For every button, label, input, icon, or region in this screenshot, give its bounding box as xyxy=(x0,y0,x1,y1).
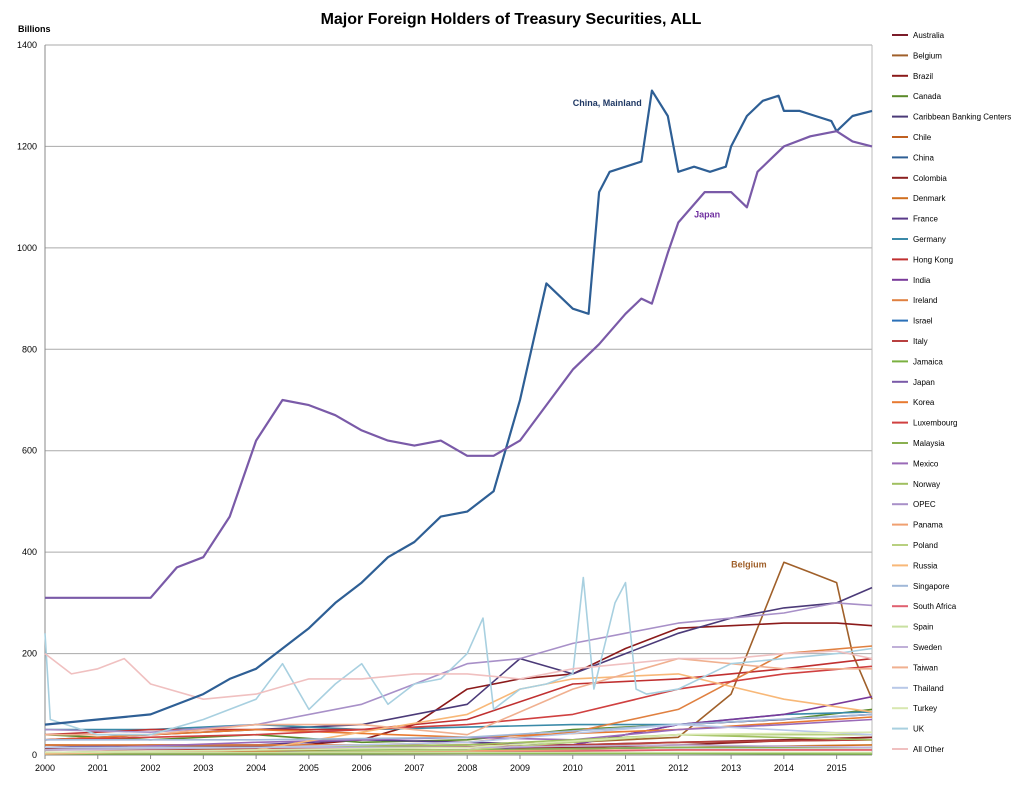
legend-item-label: India xyxy=(913,276,931,285)
series-line-jamaica xyxy=(45,752,873,755)
legend-item-label: Poland xyxy=(913,541,938,550)
y-tick-label: 1000 xyxy=(17,243,37,253)
legend-item-label: Singapore xyxy=(913,582,950,591)
series-line-turkey xyxy=(44,731,873,754)
legend-item-label: Ireland xyxy=(913,296,937,305)
y-tick-label: 200 xyxy=(22,649,37,659)
legend-item-label: Luxembourg xyxy=(913,419,957,428)
legend-item-label: Sweden xyxy=(913,643,942,652)
y-tick-label: 800 xyxy=(22,344,37,354)
legend-item-label: Mexico xyxy=(913,459,939,468)
y-tick-label: 1400 xyxy=(17,40,37,50)
y-axis-label: Billions xyxy=(18,24,51,34)
chart-title: Major Foreign Holders of Treasury Securi… xyxy=(321,11,702,28)
legend-item-label: Japan xyxy=(913,378,935,387)
series-layer xyxy=(44,89,873,755)
legend-item-label: Italy xyxy=(913,337,928,346)
grid-layer xyxy=(45,44,872,756)
x-tick-label: 2008 xyxy=(457,763,477,773)
series-line-thailand xyxy=(45,723,873,749)
y-tick-label: 400 xyxy=(22,547,37,557)
x-tick-label: 2007 xyxy=(404,763,424,773)
x-tick-label: 2013 xyxy=(721,763,741,773)
legend-item-label: France xyxy=(913,215,938,224)
series-line-hong-kong xyxy=(44,657,873,736)
y-tick-label: 600 xyxy=(22,446,37,456)
legend-item-label: Spain xyxy=(913,623,933,632)
legend-item-label: Turkey xyxy=(913,704,937,713)
legend-item-label: Belgium xyxy=(913,51,942,60)
series-line-luxembourg xyxy=(44,665,873,741)
x-tick-label: 2014 xyxy=(774,763,794,773)
legend-item-label: Russia xyxy=(913,561,938,570)
legend-item-label: Denmark xyxy=(913,194,946,203)
legend-item-label: Korea xyxy=(913,398,935,407)
annotation-label: Japan xyxy=(694,209,720,219)
y-tick-label: 1200 xyxy=(17,141,37,151)
legend-item-label: Canada xyxy=(913,92,942,101)
x-tick-label: 2000 xyxy=(35,763,55,773)
legend-item-label: OPEC xyxy=(913,500,936,509)
series-line-caribbean-banking-centers xyxy=(44,586,873,741)
legend-item-label: Jamaica xyxy=(913,357,943,366)
series-line-all-other xyxy=(44,650,873,701)
legend-item-label: UK xyxy=(913,725,925,734)
legend-item-label: Germany xyxy=(913,235,946,244)
series-line-singapore xyxy=(45,713,873,741)
annotation-label: Belgium xyxy=(731,559,767,569)
legend-item-label: Norway xyxy=(913,480,940,489)
x-tick-label: 2012 xyxy=(668,763,688,773)
annotation-layer: China, Mainland Japan Belgium xyxy=(573,98,767,569)
legend-item-label: Brazil xyxy=(913,72,933,81)
legend-item-label: South Africa xyxy=(913,602,957,611)
legend-item-label: Malaysia xyxy=(913,439,945,448)
legend-item-label: Hong Kong xyxy=(913,255,953,264)
series-line-taiwan xyxy=(45,657,872,736)
x-tick-label: 2009 xyxy=(510,763,530,773)
series-line-japan xyxy=(45,130,873,599)
x-tick-label: 2011 xyxy=(616,763,635,773)
series-line-opec xyxy=(44,602,873,734)
x-tick-label: 2015 xyxy=(827,763,847,773)
x-tick-label: 2003 xyxy=(193,763,213,773)
x-tick-label: 2006 xyxy=(352,763,372,773)
x-tick-label: 2004 xyxy=(246,763,266,773)
legend-item-label: Caribbean Banking Centers xyxy=(913,113,1011,122)
legend-item-label: Thailand xyxy=(913,684,944,693)
y-tick-label: 0 xyxy=(32,750,37,760)
legend-item-label: Colombia xyxy=(913,174,947,183)
annotation-label: China, Mainland xyxy=(573,98,642,108)
axis-layer: 0 200 400 600 800 1000 1200 1400 2000 2001 2002 200… xyxy=(17,40,873,773)
x-tick-label: 2002 xyxy=(141,763,161,773)
x-tick-label: 2005 xyxy=(299,763,319,773)
legend-item-label: Israel xyxy=(913,317,933,326)
series-line-china xyxy=(44,89,873,726)
legend-item-label: Australia xyxy=(913,31,945,40)
x-tick-label: 2010 xyxy=(563,763,583,773)
legend-item-label: Taiwan xyxy=(913,663,938,672)
series-line-uk xyxy=(44,576,873,736)
legend-item-label: Panama xyxy=(913,521,943,530)
legend: Australia Belgium Brazil Canada Caribbean Ba… xyxy=(892,31,1011,754)
legend-item-label: All Other xyxy=(913,745,944,754)
x-tick-label: 2001 xyxy=(88,763,108,773)
legend-item-label: Chile xyxy=(913,133,932,142)
legend-item-label: China xyxy=(913,153,934,162)
